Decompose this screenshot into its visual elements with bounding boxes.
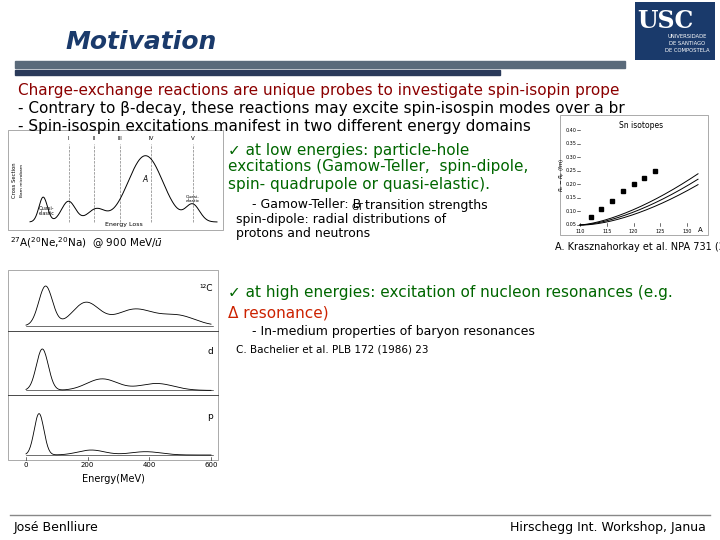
Text: 0.20: 0.20 bbox=[565, 182, 576, 187]
Text: Charge-exchange reactions are unique probes to investigate spin-isopin prope: Charge-exchange reactions are unique pro… bbox=[18, 83, 619, 98]
Text: ✓ at low energies: particle-hole: ✓ at low energies: particle-hole bbox=[228, 143, 469, 158]
Text: - Gamow-Teller: B: - Gamow-Teller: B bbox=[236, 199, 361, 212]
Text: A: A bbox=[698, 227, 703, 233]
Text: spin-dipole: radial distributions of: spin-dipole: radial distributions of bbox=[236, 213, 446, 226]
Text: Sn isotopes: Sn isotopes bbox=[619, 121, 663, 130]
Text: Δ resonance): Δ resonance) bbox=[228, 306, 328, 321]
Text: Quasi-
elastic: Quasi- elastic bbox=[39, 205, 55, 216]
Text: 0.40: 0.40 bbox=[565, 127, 576, 132]
Bar bbox=[8, 130, 223, 230]
Text: 0: 0 bbox=[24, 462, 28, 468]
Text: d: d bbox=[207, 347, 213, 356]
Text: Energy(MeV): Energy(MeV) bbox=[81, 474, 145, 484]
Bar bbox=[560, 115, 708, 235]
Text: I: I bbox=[68, 136, 69, 141]
Bar bbox=[8, 270, 218, 460]
Text: GT: GT bbox=[352, 203, 364, 212]
Bar bbox=[15, 61, 625, 68]
Text: IV: IV bbox=[148, 136, 153, 141]
Text: ✓ at high energies: excitation of nucleon resonances (e.g.: ✓ at high energies: excitation of nucleo… bbox=[228, 285, 672, 300]
Text: Energy Loss: Energy Loss bbox=[104, 222, 143, 227]
Text: spin- quadrupole or quasi-elastic).: spin- quadrupole or quasi-elastic). bbox=[228, 177, 490, 192]
Text: Quasi-
elastic: Quasi- elastic bbox=[186, 194, 200, 203]
Text: 125: 125 bbox=[656, 229, 665, 234]
Bar bbox=[635, 2, 715, 60]
Text: 0.30: 0.30 bbox=[565, 154, 576, 160]
Text: III: III bbox=[118, 136, 122, 141]
Text: 0.25: 0.25 bbox=[565, 168, 576, 173]
Text: C. Bachelier et al. PLB 172 (1986) 23: C. Bachelier et al. PLB 172 (1986) 23 bbox=[236, 344, 428, 354]
Text: p: p bbox=[207, 411, 213, 421]
Text: 400: 400 bbox=[143, 462, 156, 468]
Text: José Benlliure: José Benlliure bbox=[14, 521, 99, 534]
Text: 115: 115 bbox=[602, 229, 611, 234]
Text: 600: 600 bbox=[204, 462, 217, 468]
Text: 120: 120 bbox=[629, 229, 639, 234]
Text: 0.15: 0.15 bbox=[565, 195, 576, 200]
Text: 130: 130 bbox=[683, 229, 692, 234]
Text: - Spin-isospin excitations manifest in two different energy domains: - Spin-isospin excitations manifest in t… bbox=[18, 118, 531, 133]
Text: - In-medium properties of baryon resonances: - In-medium properties of baryon resonan… bbox=[236, 326, 535, 339]
Text: 0.05: 0.05 bbox=[565, 222, 576, 227]
Text: 0.10: 0.10 bbox=[565, 209, 576, 214]
Text: Barn microbarn: Barn microbarn bbox=[20, 164, 24, 197]
Text: 110: 110 bbox=[575, 229, 585, 234]
Text: transition strengths: transition strengths bbox=[361, 199, 487, 212]
Text: A: A bbox=[143, 174, 148, 184]
Text: - Contrary to β-decay, these reactions may excite spin-isospin modes over a br: - Contrary to β-decay, these reactions m… bbox=[18, 100, 625, 116]
Text: ¹²C: ¹²C bbox=[199, 284, 213, 293]
Text: 0.35: 0.35 bbox=[565, 141, 576, 146]
Text: Cross Section: Cross Section bbox=[12, 162, 17, 198]
Text: II: II bbox=[92, 136, 96, 141]
Text: V: V bbox=[191, 136, 194, 141]
Text: Hirschegg Int. Workshop, Janua: Hirschegg Int. Workshop, Janua bbox=[510, 521, 706, 534]
Text: UNIVERSIDADE
DE SANTIAGO
DE COMPOSTELA: UNIVERSIDADE DE SANTIAGO DE COMPOSTELA bbox=[665, 34, 709, 53]
Text: USC: USC bbox=[637, 9, 693, 32]
Text: Motivation: Motivation bbox=[65, 30, 216, 54]
Text: protons and neutrons: protons and neutrons bbox=[236, 227, 370, 240]
Text: $^{27}$A($^{20}$Ne,$^{20}$Na)  @ 900 MeV/$\bar{u}$: $^{27}$A($^{20}$Ne,$^{20}$Na) @ 900 MeV/… bbox=[10, 235, 163, 251]
Text: 200: 200 bbox=[81, 462, 94, 468]
Text: excitations (Gamow-Teller,  spin-dipole,: excitations (Gamow-Teller, spin-dipole, bbox=[228, 159, 528, 174]
Text: $R_n - R_p$ (fm): $R_n - R_p$ (fm) bbox=[558, 158, 568, 192]
Bar bbox=[15, 70, 500, 75]
Text: A. Krasznahorkay et al. NPA 731 (20: A. Krasznahorkay et al. NPA 731 (20 bbox=[555, 242, 720, 252]
